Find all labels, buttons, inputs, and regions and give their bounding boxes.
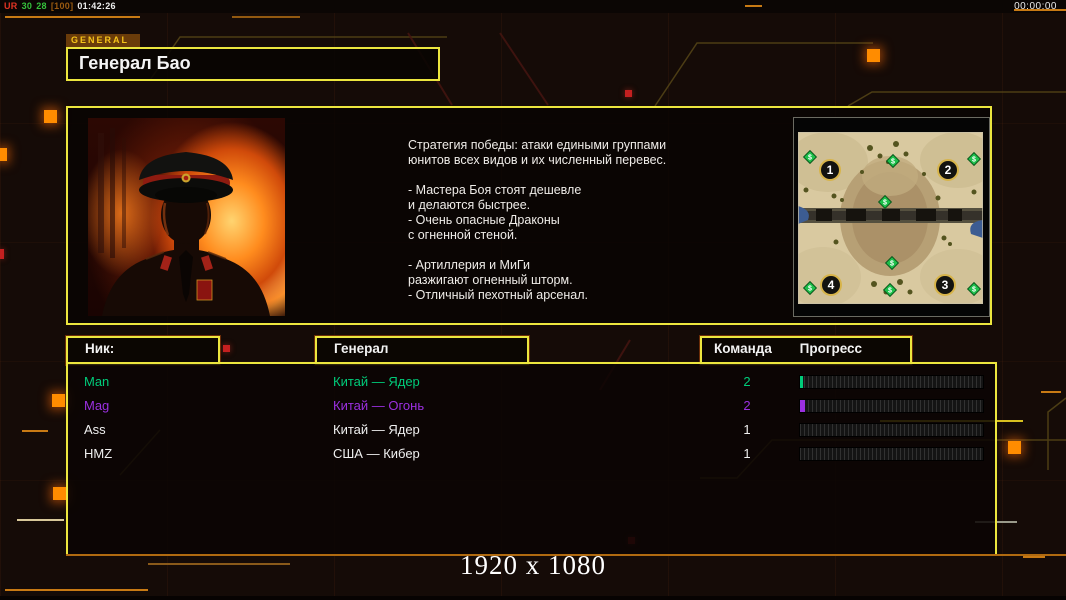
player-general: Китай — Огонь [333, 398, 425, 413]
player-name: Man [84, 374, 110, 389]
deco-dash [1014, 9, 1066, 11]
general-title-box: Генерал Бао [66, 47, 440, 81]
briefing-line: - Отличный пехотный арсенал. [408, 288, 588, 302]
map-preview: $ $ $ $ $ $ $ $ 1 2 3 4 [793, 117, 990, 317]
player-team: 1 [743, 422, 751, 437]
header-team-progress: Команда Прогресс [700, 336, 912, 365]
briefing-line: юнитов всех видов и их численный перевес… [408, 153, 667, 167]
bottom-bar [0, 596, 1066, 600]
player-general: Китай — Ядер [333, 422, 420, 437]
svg-text:$: $ [890, 261, 894, 268]
briefing-line: Стратегия победы: атаки едиными группами [408, 138, 667, 152]
svg-text:1: 1 [827, 163, 834, 177]
deco-dash [232, 16, 300, 18]
briefing-line: - Артиллерия и МиГи [408, 258, 530, 272]
general-portrait [88, 118, 285, 316]
player-row: Ass Китай — Ядер 1 [68, 418, 993, 442]
debug-value-1: 30 [21, 1, 33, 11]
player-team: 1 [743, 446, 751, 461]
resolution-label: 1920 x 1080 [460, 550, 606, 580]
player-row: Man Китай — Ядер 2 [68, 370, 993, 394]
deco-square [52, 394, 65, 407]
debug-time: 01:42:26 [77, 1, 116, 11]
header-general: Генерал [315, 336, 529, 365]
svg-text:$: $ [972, 287, 976, 294]
player-name: Mag [84, 398, 110, 413]
svg-text:3: 3 [942, 278, 949, 292]
minimap-supply-markers: $ $ $ $ $ $ $ $ [802, 149, 982, 298]
debug-bracket: [100] [50, 1, 74, 11]
table-bottom-line [66, 554, 1066, 556]
header-team-label: Команда [714, 341, 772, 356]
progress-bar [799, 375, 984, 389]
deco-dash [1041, 391, 1061, 393]
briefing-line: - Очень опасные Драконы [408, 213, 560, 227]
progress-fill [800, 400, 805, 412]
svg-text:2: 2 [945, 163, 952, 177]
progress-bar [799, 423, 984, 437]
header-nick: Ник: [66, 336, 220, 365]
debug-value-2: 28 [36, 1, 47, 11]
briefing-line: и делаются быстрее. [408, 198, 531, 212]
svg-text:$: $ [891, 159, 895, 166]
briefing-line: - Мастера Боя стоят дешевле [408, 183, 582, 197]
player-name: Ass [84, 422, 106, 437]
deco-dash [1023, 556, 1045, 558]
deco-dash [22, 430, 48, 432]
game-clock: 00:00:00 [1014, 1, 1057, 12]
strategy-briefing: Стратегия победы: атаки едиными группами… [408, 138, 743, 303]
svg-text:$: $ [888, 288, 892, 295]
progress-fill [800, 376, 803, 388]
top-bar [0, 0, 1066, 13]
deco-square [0, 148, 7, 161]
minimap-start-positions: 1 2 3 4 [819, 159, 959, 296]
deco-square [53, 487, 66, 500]
player-general: США — Кибер [333, 446, 420, 461]
briefing-line [408, 243, 743, 258]
player-team: 2 [743, 374, 751, 389]
minimap-image: $ $ $ $ $ $ $ $ 1 2 3 4 [798, 132, 983, 304]
svg-text:$: $ [883, 200, 887, 207]
faction-tab-label: GENERAL [71, 35, 130, 45]
svg-text:$: $ [808, 286, 812, 293]
briefing-line: с огненной стеной. [408, 228, 518, 242]
deco-dash [148, 563, 290, 565]
player-name: HMZ [84, 446, 113, 461]
general-title: Генерал Бао [79, 53, 191, 73]
player-general: Китай — Ядер [333, 374, 420, 389]
deco-square-red [625, 90, 632, 97]
progress-bar [799, 399, 984, 413]
deco-dash [5, 589, 148, 591]
deco-square [1008, 441, 1021, 454]
deco-square [44, 110, 57, 123]
svg-text:$: $ [972, 157, 976, 164]
deco-square-red [0, 249, 4, 259]
progress-bar [799, 447, 984, 461]
player-row: HMZ США — Кибер 1 [68, 442, 993, 466]
player-row: Mag Китай — Огонь 2 [68, 394, 993, 418]
header-nick-label: Ник: [85, 341, 115, 356]
deco-dash [17, 519, 64, 521]
briefing-line [408, 168, 743, 183]
header-progress-label: Прогресс [799, 341, 863, 356]
briefing-line: разжигают огненный шторм. [408, 273, 573, 287]
svg-text:$: $ [808, 155, 812, 162]
player-team: 2 [743, 398, 751, 413]
deco-square [867, 49, 880, 62]
players-table: Man Китай — Ядер 2 Mag Китай — Огонь 2 A… [66, 362, 997, 556]
header-general-label: Генерал [334, 341, 389, 356]
deco-square-red [223, 345, 230, 352]
debug-tag: UR [4, 1, 18, 11]
svg-text:4: 4 [828, 278, 835, 292]
briefing-panel: Стратегия победы: атаки едиными группами… [66, 106, 992, 325]
debug-stats: UR 30 28 [100] 01:42:26 [4, 1, 120, 11]
deco-dash [5, 16, 140, 18]
general-silhouette [98, 128, 270, 316]
deco-dash [745, 5, 762, 7]
